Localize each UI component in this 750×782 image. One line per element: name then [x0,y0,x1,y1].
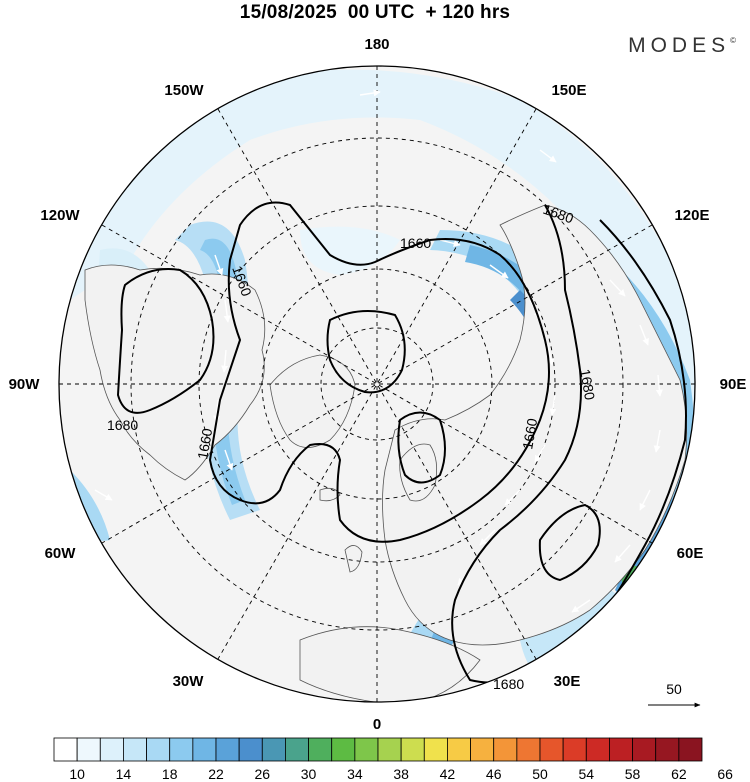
colorbar-tick-label: 34 [347,766,363,782]
lon-label-0: 0 [373,716,381,733]
colorbar-swatch [331,737,356,762]
reference-vector: 50 [648,681,701,708]
colorbar-swatch [516,737,541,762]
colorbar-swatch [53,737,78,762]
colorbar-tick-label: 10 [69,766,85,782]
colorbar-tick-label: 42 [440,766,456,782]
colorbar-swatch [470,737,495,762]
colorbar-swatch [632,737,657,762]
colorbar-swatch [169,737,194,762]
colorbar-tick-label: 22 [208,766,224,782]
colorbar-swatch [493,737,518,762]
lon-label-60e: 60E [677,545,704,562]
lon-label-120w: 120W [40,207,80,224]
colorbar-tick-label: 50 [532,766,548,782]
colorbar-swatch [285,737,309,762]
colorbar-swatch [609,737,633,762]
contour-label: 1660 [400,235,431,251]
brand-text: MODES [628,34,731,57]
colorbar-swatch [400,737,425,762]
contour-label: 1680 [107,417,138,433]
contour-label: 1660 [194,427,215,461]
colorbar-tick-label: 54 [579,766,595,782]
colorbar-swatch [354,737,379,762]
colorbar-tick-label: 66 [717,766,733,782]
colorbar-swatch [447,737,471,762]
colorbar-tick-label: 38 [393,766,409,782]
brand-mark: © [730,36,736,45]
reference-vector-label: 50 [666,681,682,697]
lon-label-120e: 120E [674,207,709,224]
lon-label-90w: 90W [9,376,41,393]
colorbar-swatch [562,737,587,762]
contour-label: 1680 [493,676,524,692]
colorbar-tick-label: 46 [486,766,502,782]
colorbar-swatch [308,737,333,762]
meridian-labels: 180 150W 150E 120W 120E 90W 90E 60W 60E … [9,36,747,733]
colorbar-swatch [655,737,680,762]
graticule [59,66,695,702]
colorbar-swatch [261,737,286,762]
colorbar-swatch [192,737,217,762]
colorbar-swatch [377,737,402,762]
lon-label-30w: 30W [173,673,205,690]
lon-label-30e: 30E [554,673,581,690]
colorbar-swatch [585,737,610,762]
colorbar-swatch [76,737,101,762]
contours [116,201,687,684]
chart-title: 15/08/2025 00 UTC + 120 hrs [239,2,511,23]
lon-label-60w: 60W [45,545,77,562]
modes-brand-logo: MODES© [628,34,736,58]
lon-label-150e: 150E [551,82,586,99]
colorbar-swatch [146,737,171,762]
colorbar-tick-label: 62 [671,766,687,782]
colorbar: 10141822263034384246505458626670 [53,737,733,782]
coastlines [84,204,688,702]
colorbar-tick-label: 30 [301,766,317,782]
colorbar-swatch [423,737,448,762]
lon-label-150w: 150W [164,82,204,99]
colorbar-swatch [238,737,263,762]
lon-label-180: 180 [364,36,389,53]
colorbar-tick-label: 14 [116,766,132,782]
colorbar-tick-label: 26 [255,766,271,782]
map-boundary [58,65,696,703]
colorbar-swatch [99,737,124,762]
colorbar-swatch [678,737,703,762]
colorbar-tick-label: 58 [625,766,641,782]
colorbar-swatch [123,737,147,762]
wind-vectors [94,89,663,613]
contour-label: 1660 [519,417,540,451]
lon-label-90e: 90E [720,376,747,393]
contour-label: 1680 [577,368,598,402]
colorbar-swatch [539,737,564,762]
colorbar-tick-label: 18 [162,766,178,782]
colorbar-swatch [215,737,240,762]
